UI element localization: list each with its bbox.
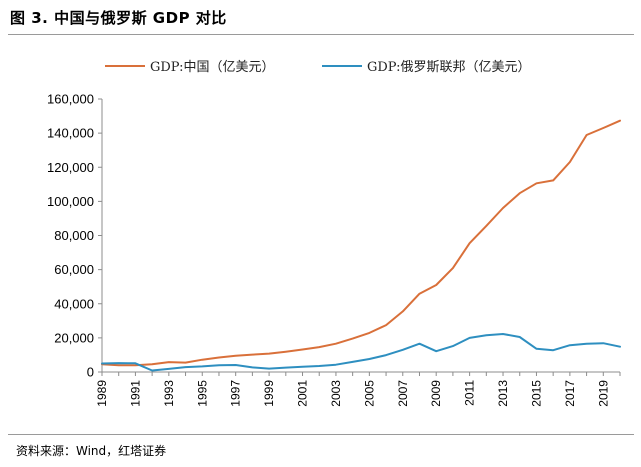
y-tick-label: 0 [87, 365, 94, 380]
x-tick-label: 2005 [362, 380, 376, 407]
x-tick-label: 2001 [296, 380, 310, 407]
y-tick-label: 160,000 [47, 92, 94, 107]
title-divider [8, 34, 634, 35]
y-tick-label: 80,000 [54, 228, 94, 243]
source-note: 资料来源：Wind，红塔证券 [16, 444, 167, 458]
x-tick-label: 2009 [429, 380, 443, 407]
y-tick-label: 60,000 [54, 262, 94, 277]
x-tick-label: 2011 [463, 380, 477, 406]
x-tick-label: 1991 [128, 380, 142, 407]
gdp-line-chart: 0 20,000 40,000 60,000 80,000 100,000 120,000 1… [47, 60, 621, 407]
y-tick-label: 100,000 [47, 194, 94, 209]
y-tick-label: 40,000 [54, 296, 94, 311]
x-tick-label: 1989 [95, 380, 109, 407]
x-tick-label: 1999 [262, 380, 276, 407]
y-tick-label: 140,000 [47, 126, 94, 141]
y-tick-label: 120,000 [47, 160, 94, 175]
x-tick-label: 2003 [329, 380, 343, 407]
x-tick-label: 1993 [162, 380, 176, 407]
x-tick-label: 2007 [396, 380, 410, 407]
x-tick-label: 1995 [195, 380, 209, 407]
legend-label-china: GDP:中国（亿美元） [150, 60, 274, 75]
legend-label-russia: GDP:俄罗斯联邦（亿美元） [367, 60, 530, 75]
x-tick-label: 2019 [596, 380, 610, 407]
x-tick-label: 1997 [229, 380, 243, 407]
source-divider [8, 434, 634, 435]
figure-title: 图 3. 中国与俄罗斯 GDP 对比 [10, 9, 227, 27]
series-line-russia [101, 333, 621, 372]
y-tick-label: 20,000 [54, 330, 94, 345]
x-tick-label: 2015 [529, 380, 543, 407]
x-tick-label: 2013 [496, 380, 510, 407]
x-tick-label: 2017 [563, 380, 577, 407]
series-line-china [101, 119, 621, 367]
